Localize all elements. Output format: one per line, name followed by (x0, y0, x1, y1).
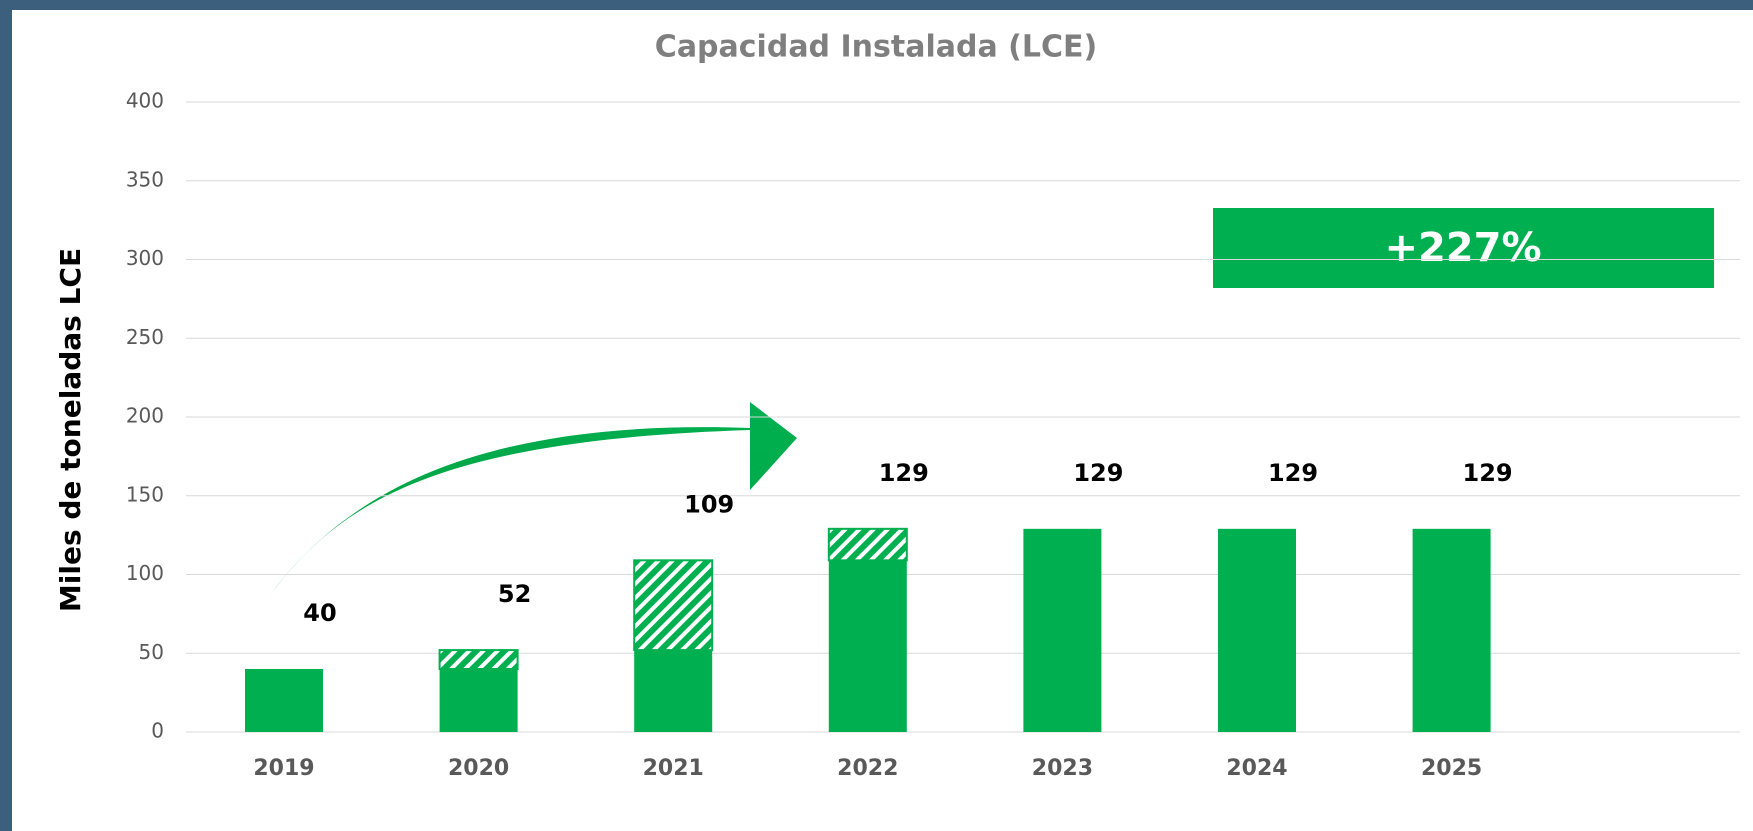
bar-segment (440, 669, 518, 732)
data-label: 129 (879, 459, 929, 487)
x-tick-label: 2025 (1421, 756, 1482, 781)
bar-segment (1023, 529, 1101, 732)
y-tick-label: 0 (151, 719, 164, 743)
annotation: +227% (1384, 225, 1541, 271)
y-tick-label: 100 (126, 561, 164, 585)
x-tick-label: 2021 (643, 756, 704, 781)
bar-segment (634, 650, 712, 732)
bar-segment (1218, 529, 1296, 732)
y-tick-label: 150 (126, 482, 164, 506)
data-label: 40 (303, 599, 336, 627)
data-label: 129 (1268, 459, 1318, 487)
page: Capacidad Instalada (LCE) Miles de tonel… (0, 0, 1753, 831)
y-tick-label: 350 (126, 167, 164, 191)
data-label: 129 (1463, 459, 1513, 487)
y-tick-label: 400 (126, 89, 164, 113)
chart: Capacidad Instalada (LCE) Miles de tonel… (0, 0, 1753, 831)
bar-segment (829, 529, 907, 561)
data-label: 129 (1073, 459, 1123, 487)
x-tick-label: 2019 (253, 756, 314, 781)
x-tick-label: 2023 (1032, 756, 1093, 781)
y-axis-title: Miles de toneladas LCE (54, 248, 87, 612)
bar-segment (245, 669, 323, 732)
chart-title: Capacidad Instalada (LCE) (655, 30, 1097, 65)
bar-segment (440, 650, 518, 669)
bar-segment (829, 560, 907, 732)
y-tick-label: 300 (126, 246, 164, 270)
y-tick-label: 250 (126, 325, 164, 349)
data-label: 109 (684, 490, 734, 518)
x-tick-label: 2020 (448, 756, 509, 781)
y-tick-label: 200 (126, 404, 164, 428)
x-tick-label: 2024 (1226, 756, 1287, 781)
y-tick-label: 50 (139, 640, 164, 664)
bar-segment (1413, 529, 1491, 732)
x-tick-label: 2022 (837, 756, 898, 781)
bar-segment (634, 560, 712, 650)
data-label: 52 (498, 580, 531, 608)
